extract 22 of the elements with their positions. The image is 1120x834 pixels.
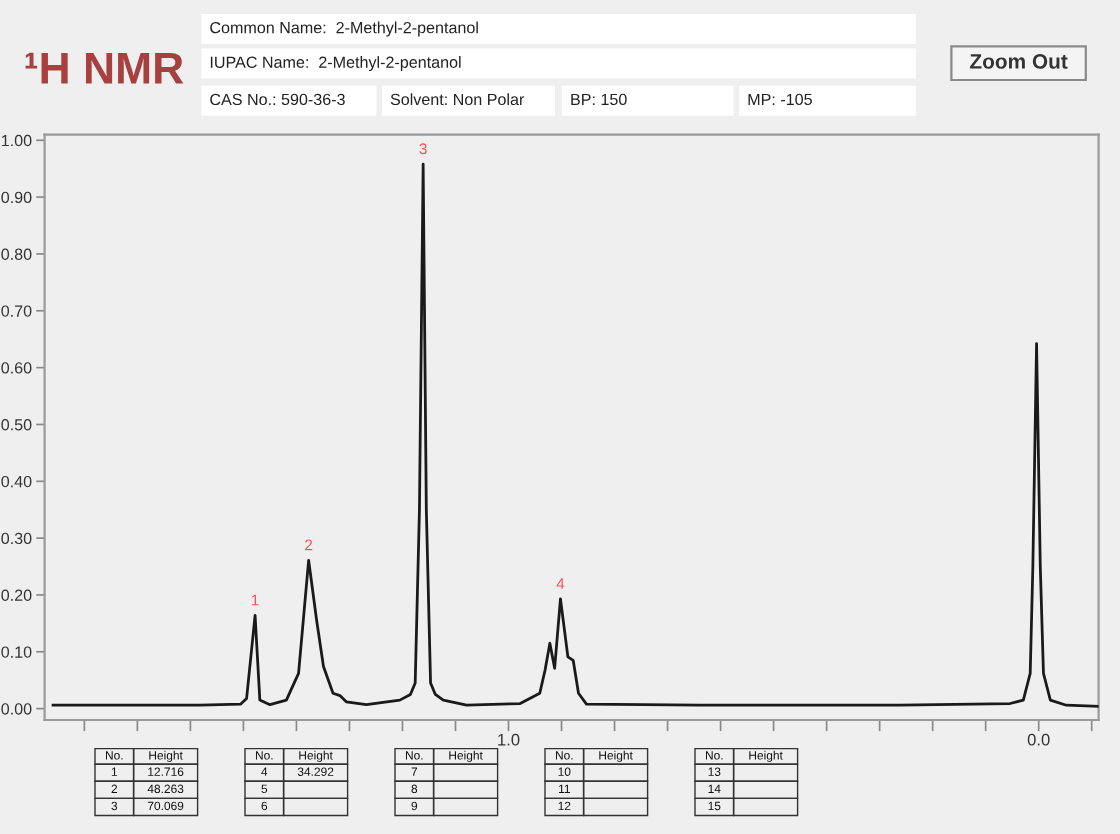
y-tick-label: 0.80 [1,248,32,260]
y-tick-label: 0.20 [1,589,32,601]
y-tick-label: 1.00 [1,134,32,147]
text: CAS No.: 590-36-3 [210,93,345,106]
x-tick-label: 1.0 [498,733,520,746]
text: Solvent: Non Polar [390,93,525,106]
text: Zoom Out [970,54,1068,69]
y-tick-label: 0.00 [1,703,32,715]
x-tick-label: 0.0 [1027,733,1050,746]
y-tick-label: 0.70 [1,305,32,317]
y-tick-label: 0.10 [1,646,32,658]
chart-title: ¹H NMR [25,52,184,84]
y-tick-label: 0.90 [1,191,32,204]
text: MP: -105 [748,93,812,106]
y-tick-label: 0.50 [1,419,32,431]
y-tick-label: 0.30 [1,532,32,545]
text: BP: 150 [571,93,627,106]
text: IUPAC Name: 2-Methyl-2-pentanol [210,56,461,72]
line-series [51,162,1099,708]
y-tick-label: 0.60 [1,362,32,374]
y-tick-label: 0.40 [1,475,32,488]
text: Common Name: 2-Methyl-2-pentanol [210,21,478,37]
